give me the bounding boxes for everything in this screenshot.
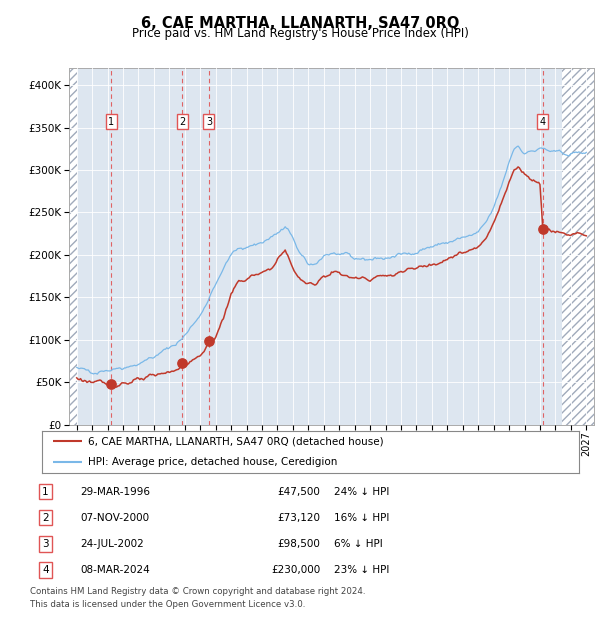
Text: Contains HM Land Registry data © Crown copyright and database right 2024.: Contains HM Land Registry data © Crown c…	[30, 587, 365, 596]
Point	[538, 224, 548, 234]
Bar	[69, 68, 77, 425]
Text: 2: 2	[43, 513, 49, 523]
Text: 29-MAR-1996: 29-MAR-1996	[80, 487, 150, 497]
Text: £98,500: £98,500	[277, 539, 320, 549]
Text: 07-NOV-2000: 07-NOV-2000	[80, 513, 149, 523]
Text: This data is licensed under the Open Government Licence v3.0.: This data is licensed under the Open Gov…	[30, 600, 305, 609]
Point	[178, 358, 187, 368]
Text: 2: 2	[179, 117, 185, 126]
Text: £47,500: £47,500	[277, 487, 320, 497]
Text: 4: 4	[43, 565, 49, 575]
Text: HPI: Average price, detached house, Ceredigion: HPI: Average price, detached house, Cere…	[88, 457, 337, 467]
Text: 4: 4	[540, 117, 546, 126]
Text: 6% ↓ HPI: 6% ↓ HPI	[334, 539, 383, 549]
Bar	[562, 68, 594, 425]
Text: 6, CAE MARTHA, LLANARTH, SA47 0RQ: 6, CAE MARTHA, LLANARTH, SA47 0RQ	[141, 16, 459, 30]
Point	[204, 336, 214, 346]
Bar	[69, 68, 77, 425]
Text: 08-MAR-2024: 08-MAR-2024	[80, 565, 150, 575]
Text: £230,000: £230,000	[271, 565, 320, 575]
Text: Price paid vs. HM Land Registry's House Price Index (HPI): Price paid vs. HM Land Registry's House …	[131, 27, 469, 40]
Point	[106, 379, 116, 389]
Text: 23% ↓ HPI: 23% ↓ HPI	[334, 565, 389, 575]
Text: 6, CAE MARTHA, LLANARTH, SA47 0RQ (detached house): 6, CAE MARTHA, LLANARTH, SA47 0RQ (detac…	[88, 436, 383, 446]
Text: 24-JUL-2002: 24-JUL-2002	[80, 539, 144, 549]
Text: 1: 1	[43, 487, 49, 497]
Text: 3: 3	[206, 117, 212, 126]
Text: 3: 3	[43, 539, 49, 549]
Text: 24% ↓ HPI: 24% ↓ HPI	[334, 487, 389, 497]
Bar	[562, 68, 594, 425]
Text: 16% ↓ HPI: 16% ↓ HPI	[334, 513, 389, 523]
Text: £73,120: £73,120	[277, 513, 320, 523]
Text: 1: 1	[108, 117, 114, 126]
